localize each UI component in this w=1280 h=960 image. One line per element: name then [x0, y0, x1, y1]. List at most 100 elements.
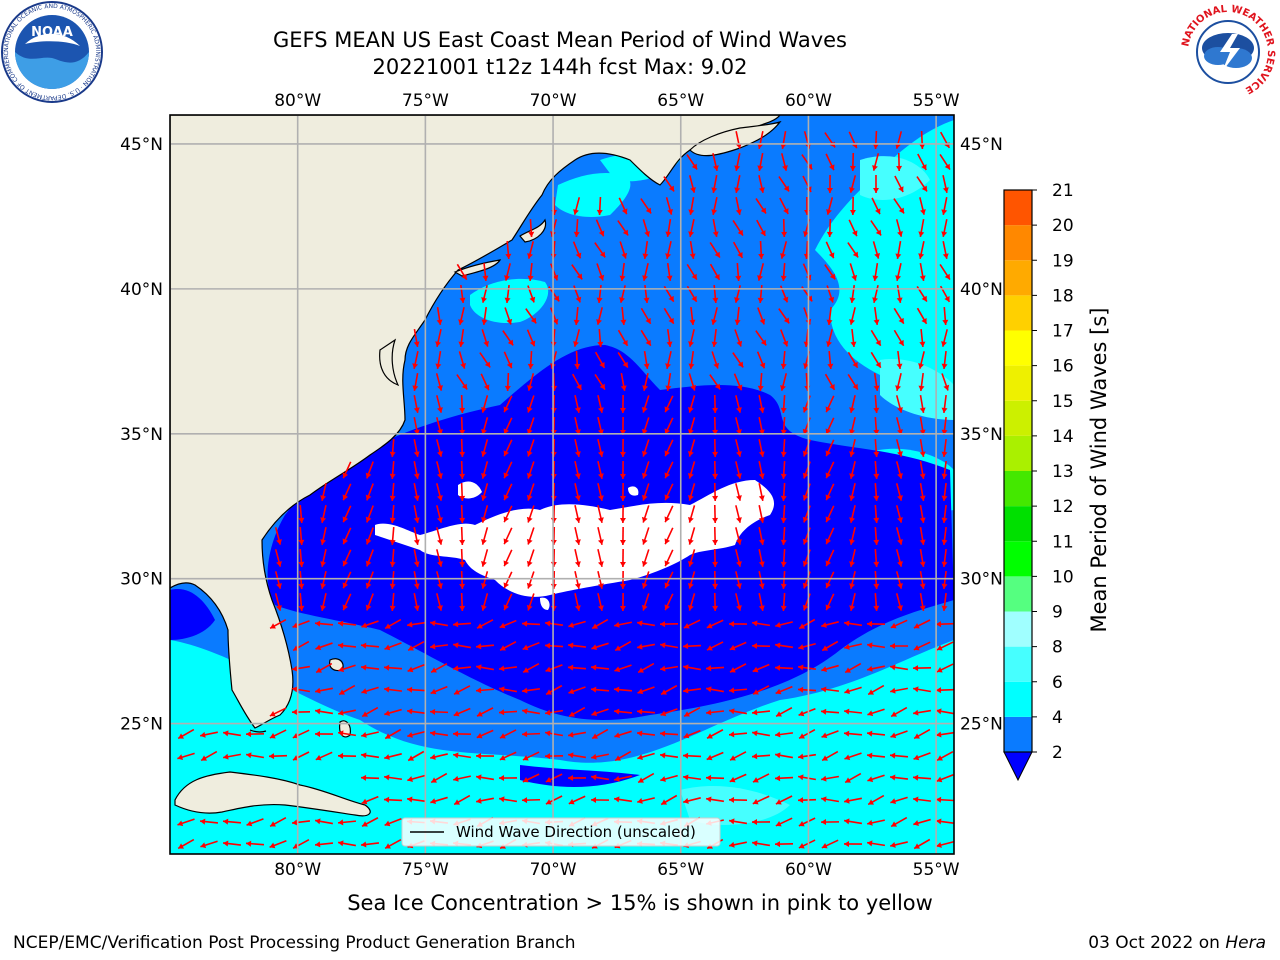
direction-arrow: [918, 372, 925, 392]
lon-label-bottom: 65°W: [657, 860, 704, 880]
colorbar-tick-label: 4: [1052, 708, 1063, 728]
direction-arrow: [682, 687, 702, 694]
direction-arrow: [413, 417, 420, 435]
direction-arrow: [459, 284, 466, 304]
direction-arrow: [459, 460, 466, 480]
direction-arrow: [613, 708, 633, 715]
direction-arrow: [572, 373, 582, 391]
direction-arrow: [780, 526, 787, 546]
direction-arrow: [406, 621, 426, 628]
direction-arrow: [384, 817, 402, 827]
latitude-labels-left: 45°N 40°N 35°N 30°N 25°N: [120, 135, 163, 735]
north-america-land: [170, 115, 781, 729]
direction-arrow: [642, 373, 649, 391]
direction-arrow: [549, 307, 559, 325]
direction-arrow: [291, 709, 311, 716]
direction-arrow: [728, 818, 748, 825]
direction-arrow: [824, 264, 836, 280]
direction-arrow: [268, 753, 288, 760]
direction-arrow: [617, 351, 629, 369]
direction-arrow: [712, 394, 719, 414]
direction-arrow: [665, 241, 672, 259]
direction-arrow: [458, 328, 465, 348]
direction-arrow: [298, 548, 305, 568]
colorbar-segment: [1004, 576, 1032, 612]
direction-arrow: [711, 175, 718, 193]
direction-arrow: [889, 664, 909, 671]
direction-arrow: [619, 416, 626, 436]
direction-arrow: [452, 730, 472, 737]
direction-arrow: [734, 329, 743, 347]
direction-arrow: [596, 263, 605, 281]
lon-label-top: 55°W: [913, 91, 960, 111]
direction-arrow: [481, 549, 489, 567]
direction-arrow: [844, 643, 862, 650]
direction-arrow: [643, 350, 650, 370]
direction-arrow: [591, 728, 609, 740]
direction-arrow: [895, 461, 903, 479]
direction-arrow: [573, 329, 581, 347]
direction-arrow: [896, 152, 903, 172]
direction-arrow: [274, 571, 282, 589]
direction-arrow: [361, 795, 379, 805]
direction-arrow: [734, 175, 741, 193]
direction-arrow: [545, 684, 563, 696]
direction-arrow: [526, 505, 535, 523]
direction-arrow: [712, 548, 719, 568]
direction-arrow: [941, 394, 948, 414]
direction-arrow: [941, 329, 948, 347]
direction-arrow: [522, 641, 540, 651]
direction-arrow: [614, 775, 632, 782]
direction-arrow: [664, 527, 674, 545]
direction-arrow: [526, 527, 535, 545]
direction-arrow: [459, 416, 466, 436]
direction-arrow: [797, 664, 817, 671]
direction-arrow: [407, 664, 425, 673]
direction-arrow: [919, 460, 926, 480]
direction-arrow: [801, 154, 813, 170]
direction-arrow: [683, 619, 701, 629]
direction-arrow: [919, 438, 926, 458]
direction-arrow: [758, 505, 765, 523]
direction-arrow: [936, 773, 954, 783]
direction-arrow: [872, 130, 879, 150]
direction-arrow: [597, 549, 604, 567]
direction-arrow: [825, 505, 835, 523]
direction-arrow: [682, 752, 702, 759]
direction-arrow: [619, 504, 626, 524]
direction-arrow: [503, 395, 513, 413]
direction-arrow: [912, 709, 932, 716]
direction-arrow: [360, 841, 380, 848]
direction-arrow: [617, 329, 629, 347]
direction-arrow: [798, 817, 816, 827]
direction-arrow: [314, 841, 334, 848]
direction-arrow: [406, 686, 426, 693]
long-island: [453, 259, 502, 277]
direction-arrow: [596, 196, 603, 216]
direction-arrow: [430, 753, 448, 760]
direction-arrow: [452, 621, 472, 628]
direction-arrow: [574, 549, 581, 567]
direction-arrow: [522, 773, 540, 783]
direction-arrow: [734, 153, 741, 171]
direction-arrow: [567, 642, 587, 649]
direction-arrow: [413, 461, 420, 479]
direction-arrow: [452, 642, 472, 649]
direction-arrow: [522, 751, 540, 761]
colorbar-underflow: [1003, 751, 1033, 782]
direction-arrow: [733, 373, 743, 391]
direction-arrow: [641, 461, 650, 479]
direction-arrow: [620, 306, 627, 326]
direction-arrow: [872, 153, 880, 171]
direction-arrow: [939, 154, 951, 170]
direction-arrow: [686, 263, 698, 281]
direction-arrow: [872, 241, 880, 259]
direction-arrow: [459, 438, 466, 458]
colorbar-tick-label: 10: [1052, 567, 1074, 587]
direction-arrow: [873, 394, 880, 414]
direction-arrow: [274, 549, 282, 567]
longitude-labels-bottom: 80°W 75°W 70°W 65°W 60°W 55°W: [274, 860, 960, 880]
direction-arrow: [504, 372, 511, 392]
direction-arrow: [913, 838, 931, 850]
direction-arrow: [935, 818, 954, 825]
